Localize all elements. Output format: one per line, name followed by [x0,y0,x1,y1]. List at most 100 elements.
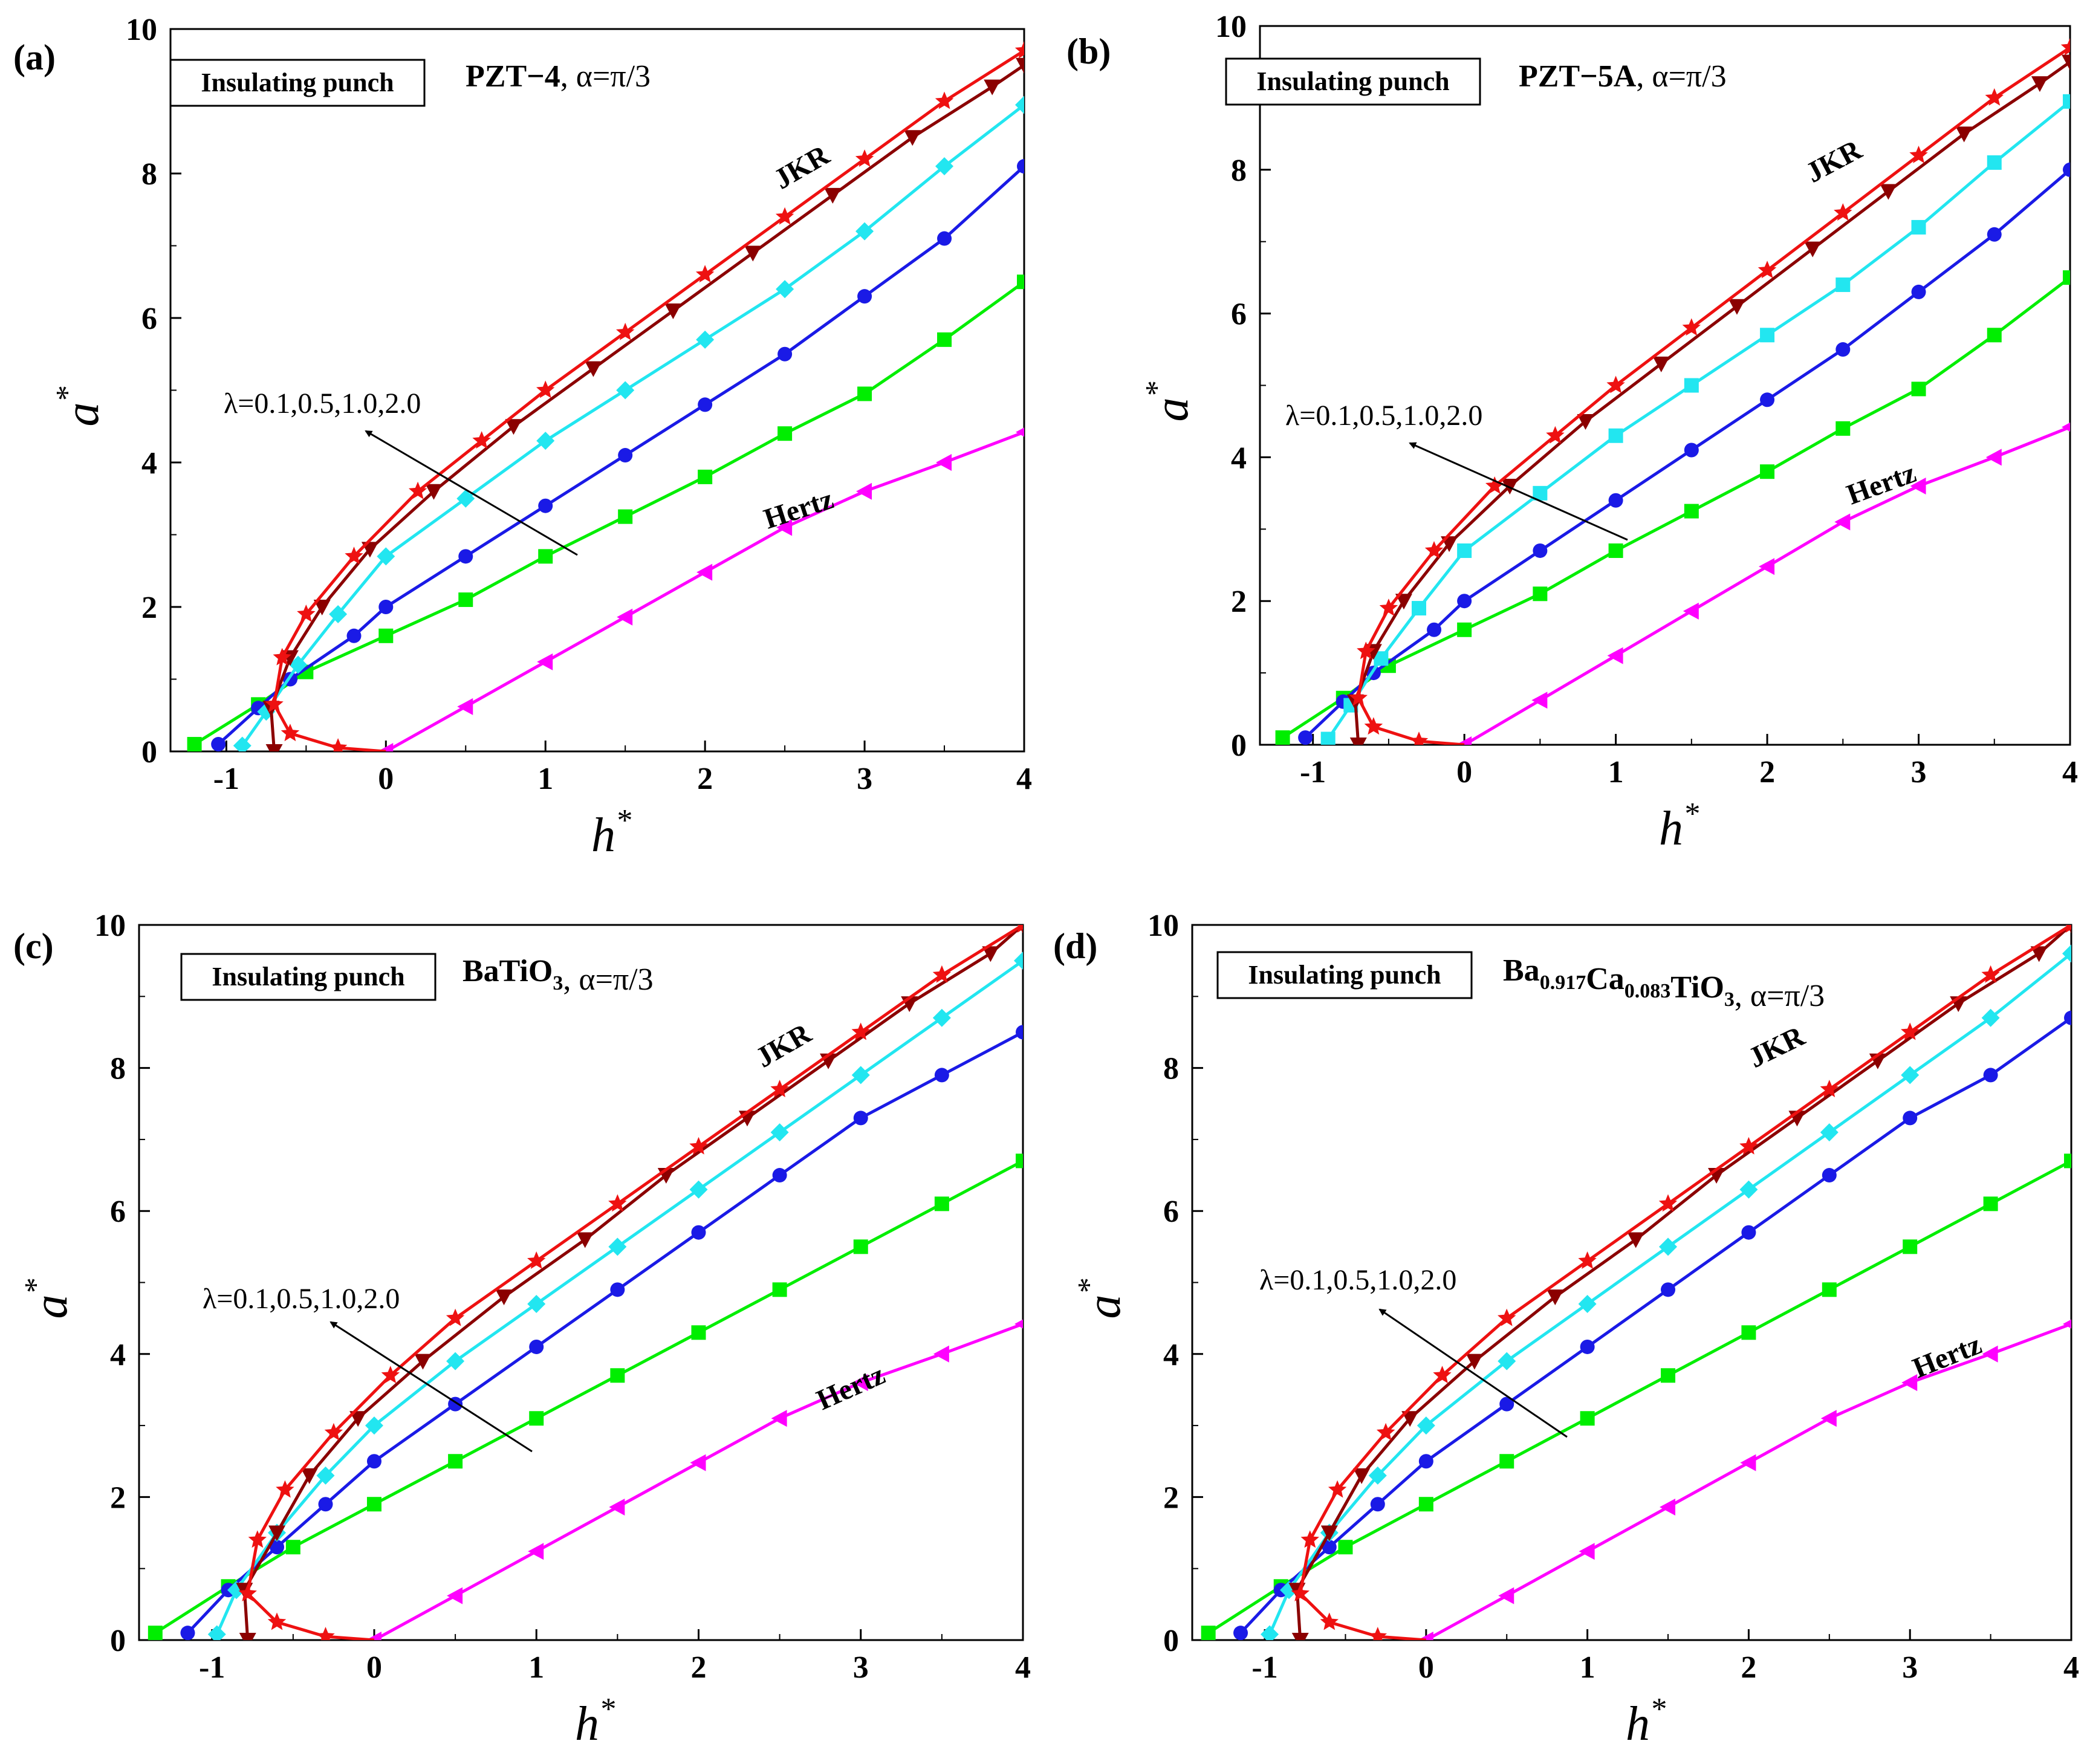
data-point [529,1411,544,1426]
data-point [1981,1008,2000,1027]
series-Hertz [377,427,1024,751]
panel-title: Ba0.917Ca0.083TiO3, α=π/3 [1503,953,1825,1013]
y-tick-label: 4 [1163,1338,1179,1372]
data-point [1739,1137,1758,1155]
series-line [1425,1322,2071,1640]
y-tick-label: 4 [141,446,157,481]
data-point [1911,219,1926,235]
data-point [528,1543,544,1560]
series-JKR [1291,925,2071,1640]
data-point [1683,602,1699,620]
x-axis-label-sup: * [615,803,631,838]
data-point [1275,730,1290,745]
data-point [1411,601,1426,616]
hertz-curve-label: Hertz [1908,1328,1986,1384]
x-tick-label: 2 [690,1650,706,1685]
data-point [1320,1612,1339,1630]
series-group [1275,37,2070,745]
data-point [316,1627,335,1640]
data-point [233,736,252,751]
title-subscript: 3 [553,972,563,994]
panel-letter: (b) [1066,31,1111,71]
data-point [1016,1025,1023,1040]
data-point [1822,1168,1837,1183]
lambda-arrow [329,1321,533,1453]
data-point [851,1066,870,1085]
data-point [1983,1068,1998,1083]
data-point [1987,227,2002,242]
data-point [690,1454,706,1471]
data-point [1579,1543,1595,1560]
data-point [1903,1239,1918,1254]
hertz-curve-label: Hertz [760,483,837,536]
series-line [1282,276,2070,739]
data-point [1433,1366,1452,1384]
data-point [1401,1411,1419,1427]
data-point [1661,1368,1676,1383]
y-tick-label: 2 [141,591,157,625]
y-tick-label: 8 [110,1052,126,1086]
y-tick-label: 10 [1147,909,1179,943]
data-point [2062,54,2070,71]
data-point [1291,1633,1309,1640]
y-tick-label: 0 [141,735,157,770]
data-point [1684,378,1699,393]
y-tick-label: 8 [141,157,157,192]
y-tick-label: 6 [1231,297,1247,332]
x-tick-label: 0 [1456,755,1472,790]
title-suffix: , α=π/3 [563,962,653,997]
data-point [207,1625,226,1640]
lambda-label: λ=0.1,0.5,1.0,2.0 [1285,400,1482,432]
series-λ=0.1 [1201,1153,2071,1640]
data-point [610,1282,625,1297]
y-axis-label-main: a [1077,1295,1131,1319]
data-point [777,426,793,441]
data-point [1427,622,1442,637]
data-point [934,1196,949,1211]
series-group [1201,925,2071,1640]
data-point [187,737,202,751]
data-point [285,1540,300,1555]
data-point [857,386,872,401]
data-point [855,222,874,241]
data-point [1457,594,1472,609]
data-point [1016,1153,1023,1169]
data-point [698,397,713,412]
data-point [1320,731,1336,745]
data-point [1880,184,1897,200]
data-point [856,482,872,500]
data-point [328,738,348,751]
data-point [2064,1010,2071,1025]
data-point [381,1366,400,1384]
data-point [1982,1345,1998,1363]
title-part: Ba [1503,953,1540,988]
data-point [1606,375,1625,394]
data-point [1660,1498,1676,1516]
data-point [937,231,952,246]
data-point [777,346,793,362]
inset-box [169,59,426,107]
data-point [346,628,362,643]
title-part: TiO [1670,970,1724,1005]
data-point [744,245,762,262]
x-axis-label-sup: * [1650,1692,1666,1727]
y-axis-label-sup: * [1072,1279,1106,1295]
title-suffix: , α=π/3 [560,59,651,94]
data-point [366,1454,381,1469]
series-λ=0.1 [1275,270,2070,745]
data-point [776,519,793,536]
data-point [932,1008,951,1027]
title-subscript: 0.917 [1540,971,1586,994]
data-point [238,1584,257,1601]
data-point [1465,1354,1483,1370]
data-point [1395,594,1412,610]
title-part: Ca [1586,962,1624,996]
data-point [1015,96,1024,114]
data-point [1376,1422,1395,1441]
data-point [935,91,954,109]
y-tick-label: 10 [94,909,126,943]
y-tick-label: 6 [141,302,157,336]
